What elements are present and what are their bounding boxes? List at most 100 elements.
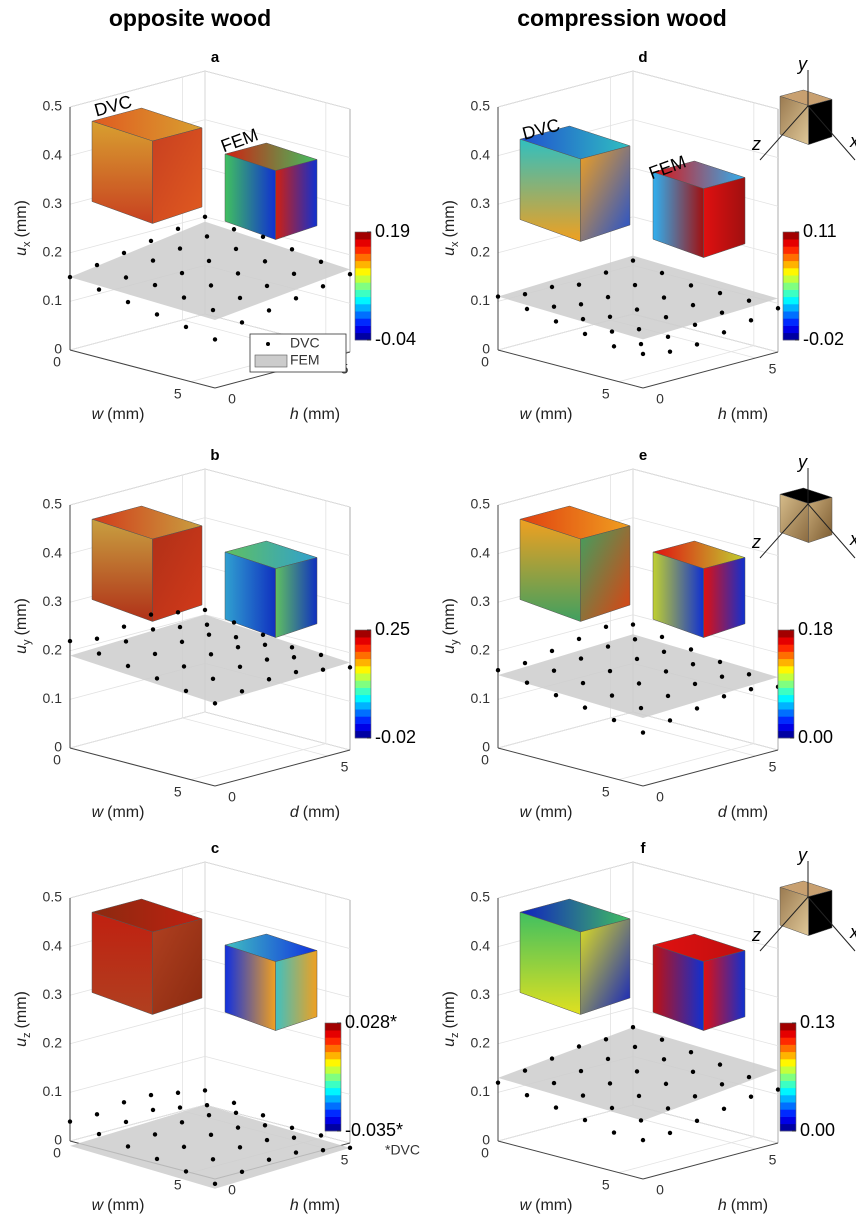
z-label-unit: (mm) [441, 200, 458, 237]
colorbar-label: 0.25 [375, 619, 410, 639]
x-tick-label: 0 [53, 1145, 61, 1161]
panel-title: e [639, 447, 647, 464]
dvc-point [666, 694, 670, 698]
dvc-point [747, 1075, 751, 1079]
grid-line [633, 862, 778, 900]
dvc-point [577, 637, 581, 641]
y-tick-label: 0 [656, 789, 664, 805]
x-axis-label: w(mm) [520, 804, 573, 821]
z-tick-label: 0.1 [471, 1083, 491, 1099]
dvc-point [641, 352, 645, 356]
dvc-point [722, 694, 726, 698]
dvc-point [523, 1068, 527, 1072]
dvc-point [238, 296, 242, 300]
dvc-point [550, 649, 554, 653]
orientation-label: z [751, 532, 761, 552]
dvc-point [747, 672, 751, 676]
colorbar-cell [325, 1045, 341, 1053]
orientation-label: x [849, 131, 856, 151]
panel-title: b [210, 447, 219, 464]
z-tick-label: 0.3 [43, 195, 63, 211]
y-axis-label: h(mm) [718, 1197, 768, 1214]
colorbar-cell [783, 246, 799, 254]
x-axis-label-unit: (mm) [107, 804, 144, 821]
x-tick-label: 5 [174, 385, 182, 401]
dvc-point [68, 1119, 72, 1123]
colorbar-cell [778, 695, 794, 703]
colorbar-cell [355, 318, 371, 326]
colorbar-cell [780, 1052, 796, 1060]
y-tick-label: 5 [769, 361, 777, 377]
y-tick-label: 0 [656, 1182, 664, 1198]
colorbar-cell [778, 644, 794, 652]
dvc-point [631, 622, 635, 626]
colorbar-cell [355, 731, 371, 739]
dvc-point [639, 706, 643, 710]
colorbar-cell [355, 290, 371, 298]
dvc-point [720, 675, 724, 679]
dvc-point [604, 1037, 608, 1041]
panel-title: d [638, 49, 647, 66]
dvc-point [577, 1044, 581, 1048]
z-tick-label: 0.1 [471, 690, 491, 706]
x-tick-label: 0 [481, 354, 489, 370]
colorbar-cell [355, 333, 371, 341]
z-label-unit: (mm) [441, 598, 458, 635]
z-label-unit: (mm) [13, 200, 30, 237]
dvc-point [693, 323, 697, 327]
dvc-point [550, 1056, 554, 1060]
colorbar-cell [355, 716, 371, 724]
grid-line [70, 469, 205, 505]
panel-title: a [211, 49, 220, 66]
z-tick-label: 0.2 [43, 1035, 63, 1051]
z-tick-label: 0.3 [471, 195, 491, 211]
dvc-point [579, 1069, 583, 1073]
z-label-sub: z [21, 1032, 33, 1038]
dvc-point [263, 643, 267, 647]
z-label-var: u [441, 645, 458, 654]
colorbar-cell [783, 318, 799, 326]
dvc-point [666, 335, 670, 339]
colorbar-cell [778, 673, 794, 681]
x-axis-label-var: w [92, 804, 105, 821]
dvc-point [348, 665, 352, 669]
orientation-cube-face [809, 497, 832, 542]
y-axis-label: h(mm) [290, 1197, 340, 1214]
dvc-point [261, 633, 265, 637]
dvc-point [265, 657, 269, 661]
dvc-point [205, 234, 209, 238]
colorbar-cell [325, 1109, 341, 1117]
colorbar-cell [355, 630, 371, 638]
dvc-point [525, 681, 529, 685]
grid-line [70, 862, 205, 898]
dvc-point [321, 668, 325, 672]
orientation-cube-face [809, 99, 832, 144]
z-tick-label: 0.4 [43, 544, 63, 560]
z-tick-label: 0.2 [471, 642, 491, 658]
dvc-point [236, 645, 240, 649]
colorbar-cell [325, 1037, 341, 1045]
orientation-label: x [849, 922, 856, 942]
x-axis-label-var: w [520, 1197, 533, 1214]
dvc-point [523, 292, 527, 296]
colorbar-cell [355, 232, 371, 240]
x-axis-label-unit: (mm) [107, 406, 144, 423]
y-axis-label-var: d [290, 804, 300, 821]
dvc-point [153, 283, 157, 287]
colorbar-cell [355, 644, 371, 652]
dvc-point [178, 625, 182, 629]
z-tick-label: 0.4 [43, 937, 63, 953]
colorbar-label: 0.13 [800, 1012, 835, 1032]
dvc-point [633, 283, 637, 287]
fem-surface [70, 222, 350, 320]
dvc-point [68, 275, 72, 279]
dvc-point [213, 1182, 217, 1186]
y-axis-label-var: h [290, 406, 299, 423]
colorbar-cell [780, 1037, 796, 1045]
dvc-point [693, 1094, 697, 1098]
dvc-point [552, 1081, 556, 1085]
z-tick-label: 0.5 [471, 889, 491, 905]
z-tick-label: 0.5 [43, 889, 63, 905]
x-axis [498, 1141, 643, 1179]
z-tick-label: 0.1 [471, 292, 491, 308]
